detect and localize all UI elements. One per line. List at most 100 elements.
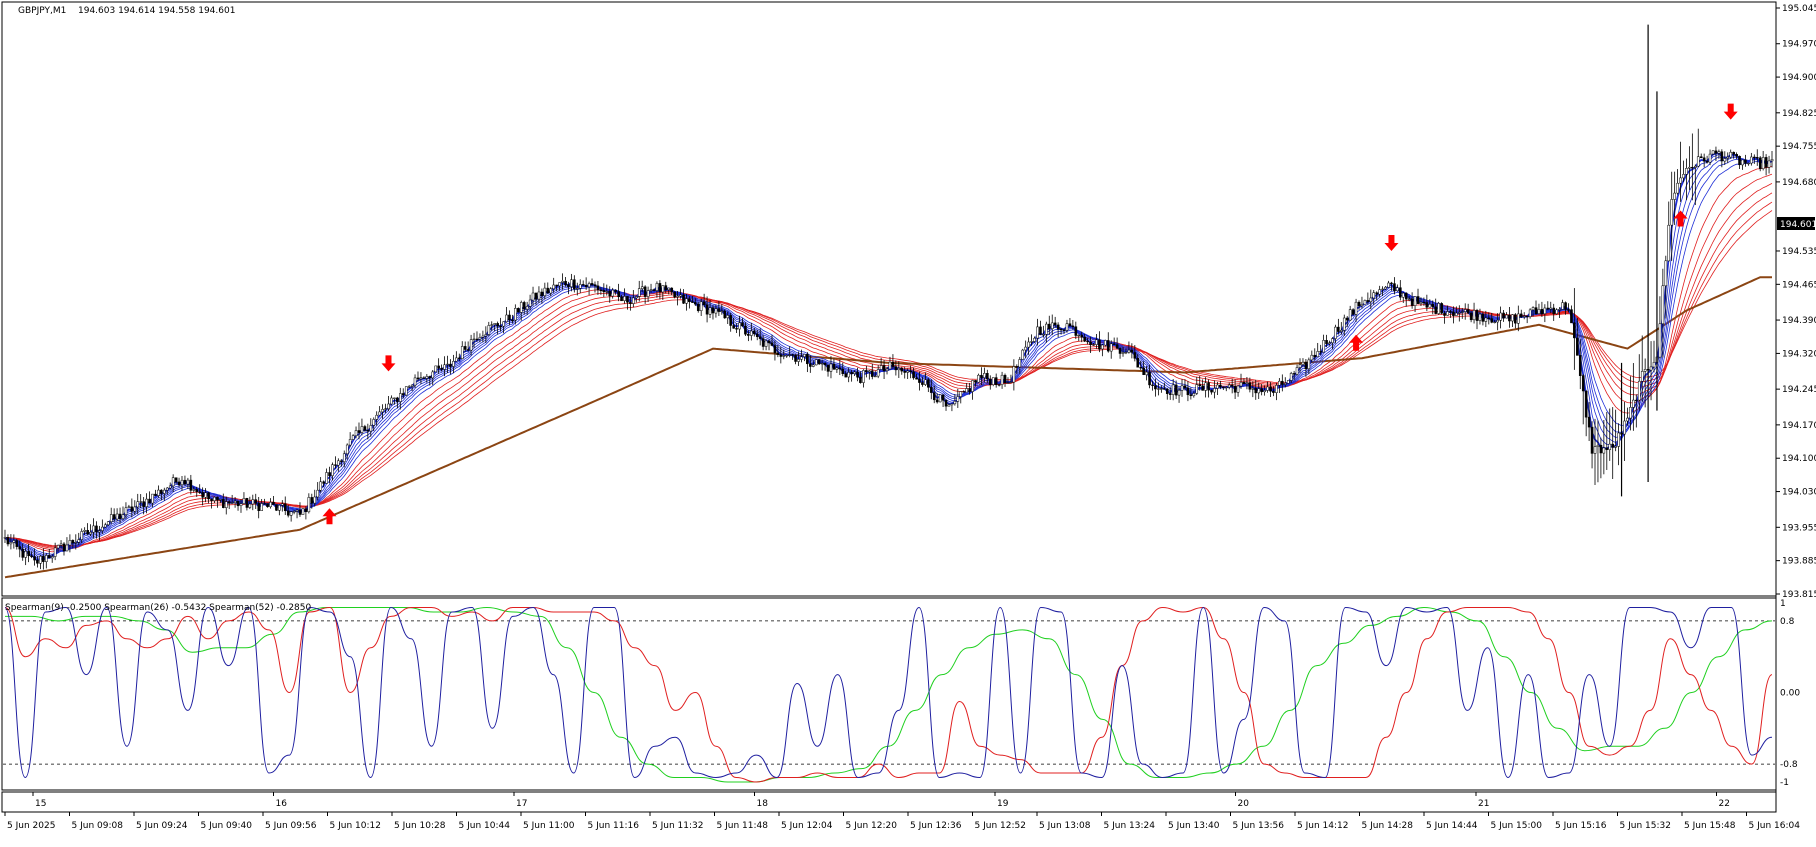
candle-body xyxy=(1673,192,1676,200)
candle-body xyxy=(1717,151,1721,154)
candle-body xyxy=(381,409,384,413)
candle-body xyxy=(578,284,582,289)
candle-body xyxy=(1732,151,1735,155)
candle-body xyxy=(160,489,163,494)
price-tick-label: 194.245 xyxy=(1782,385,1816,395)
candle-body xyxy=(1635,399,1638,402)
candle-body xyxy=(1104,340,1107,346)
candle-body xyxy=(1469,312,1473,321)
candle-body xyxy=(213,496,216,501)
candle-body xyxy=(906,370,909,373)
candle-body xyxy=(767,340,771,344)
candle-body xyxy=(897,368,901,371)
candle-body xyxy=(1378,289,1381,295)
candle-body xyxy=(313,496,317,504)
candle-body xyxy=(788,354,791,356)
candle-body xyxy=(1207,382,1210,391)
candle-body xyxy=(938,394,942,403)
candle-body xyxy=(968,388,971,392)
candle-body xyxy=(1009,381,1013,384)
candle-body xyxy=(835,367,839,370)
candle-body xyxy=(617,291,620,298)
day-label: 22 xyxy=(1719,799,1730,809)
long-ema-line xyxy=(4,276,1772,579)
candle-body xyxy=(649,289,653,291)
candle-body xyxy=(1463,309,1467,312)
candle-body xyxy=(1260,388,1263,393)
candle-body xyxy=(1643,369,1647,372)
candle-body xyxy=(148,498,151,504)
candle-body xyxy=(413,377,417,386)
candle-body xyxy=(239,503,243,506)
candle-body xyxy=(1224,386,1228,389)
candle-body xyxy=(455,357,458,362)
candle-body xyxy=(295,509,299,512)
candle-body xyxy=(493,323,497,325)
candle-body xyxy=(227,501,231,504)
candle-body xyxy=(540,291,544,296)
candle-body xyxy=(711,307,715,314)
indicator-panel[interactable] xyxy=(1,597,1777,791)
candle-body xyxy=(251,499,255,505)
candle-body xyxy=(345,444,349,455)
candle-body xyxy=(378,411,381,416)
candle-body xyxy=(738,322,741,330)
candle-body xyxy=(1549,307,1553,310)
time-label: 5 Jun 10:12 xyxy=(330,821,381,831)
candle-body xyxy=(534,292,538,300)
candle-body xyxy=(614,289,617,292)
candle-body xyxy=(1077,334,1081,337)
time-label: 5 Jun 12:36 xyxy=(910,821,962,831)
candle-body xyxy=(841,368,845,374)
candle-body xyxy=(369,425,373,432)
candle-body xyxy=(1617,432,1620,447)
candle-body xyxy=(286,510,290,516)
candle-body xyxy=(1006,382,1010,384)
candle-body xyxy=(632,297,635,304)
candle-body xyxy=(1387,282,1390,288)
candle-body xyxy=(1602,447,1606,454)
candle-body xyxy=(1080,334,1084,338)
price-panel[interactable] xyxy=(1,1,1777,597)
candle-body xyxy=(1431,304,1435,307)
candle-body xyxy=(1183,385,1187,389)
candle-body xyxy=(1437,303,1440,314)
candle-body xyxy=(752,330,756,335)
time-label: 5 Jun 2025 xyxy=(7,821,55,831)
candle-body xyxy=(1036,326,1039,339)
indicator-tick-label: -1 xyxy=(1780,778,1789,788)
candle-body xyxy=(1534,307,1538,315)
candle-body xyxy=(118,513,122,519)
candle-body xyxy=(263,503,266,505)
candle-body xyxy=(1180,385,1184,391)
candle-body xyxy=(18,546,22,550)
down-arrow-icon xyxy=(381,355,396,372)
candle-body xyxy=(865,370,868,373)
candle-body xyxy=(1065,323,1069,331)
candle-body xyxy=(974,380,977,383)
time-label: 5 Jun 14:44 xyxy=(1426,821,1478,831)
candle-body xyxy=(528,299,532,307)
candle-body xyxy=(127,506,131,508)
candle-body xyxy=(924,379,927,385)
spearman-line xyxy=(4,606,1773,779)
candle-body xyxy=(1640,371,1644,382)
price-tick-label: 194.535 xyxy=(1782,247,1816,257)
candle-body xyxy=(1767,160,1771,168)
candle-body xyxy=(693,302,697,305)
candle-body xyxy=(404,386,408,396)
candle-body xyxy=(1696,156,1700,167)
candle-body xyxy=(425,376,429,379)
price-tick-label: 194.680 xyxy=(1782,178,1816,188)
candle-body xyxy=(1316,351,1320,358)
day-label: 19 xyxy=(997,799,1009,809)
down-arrow-icon xyxy=(1723,103,1738,120)
candle-body xyxy=(1328,342,1331,344)
candle-body xyxy=(590,283,594,285)
candle-body xyxy=(360,426,364,433)
candle-body xyxy=(1679,177,1682,184)
candle-body xyxy=(410,384,414,387)
candle-body xyxy=(1611,443,1615,448)
candle-body xyxy=(620,296,623,302)
